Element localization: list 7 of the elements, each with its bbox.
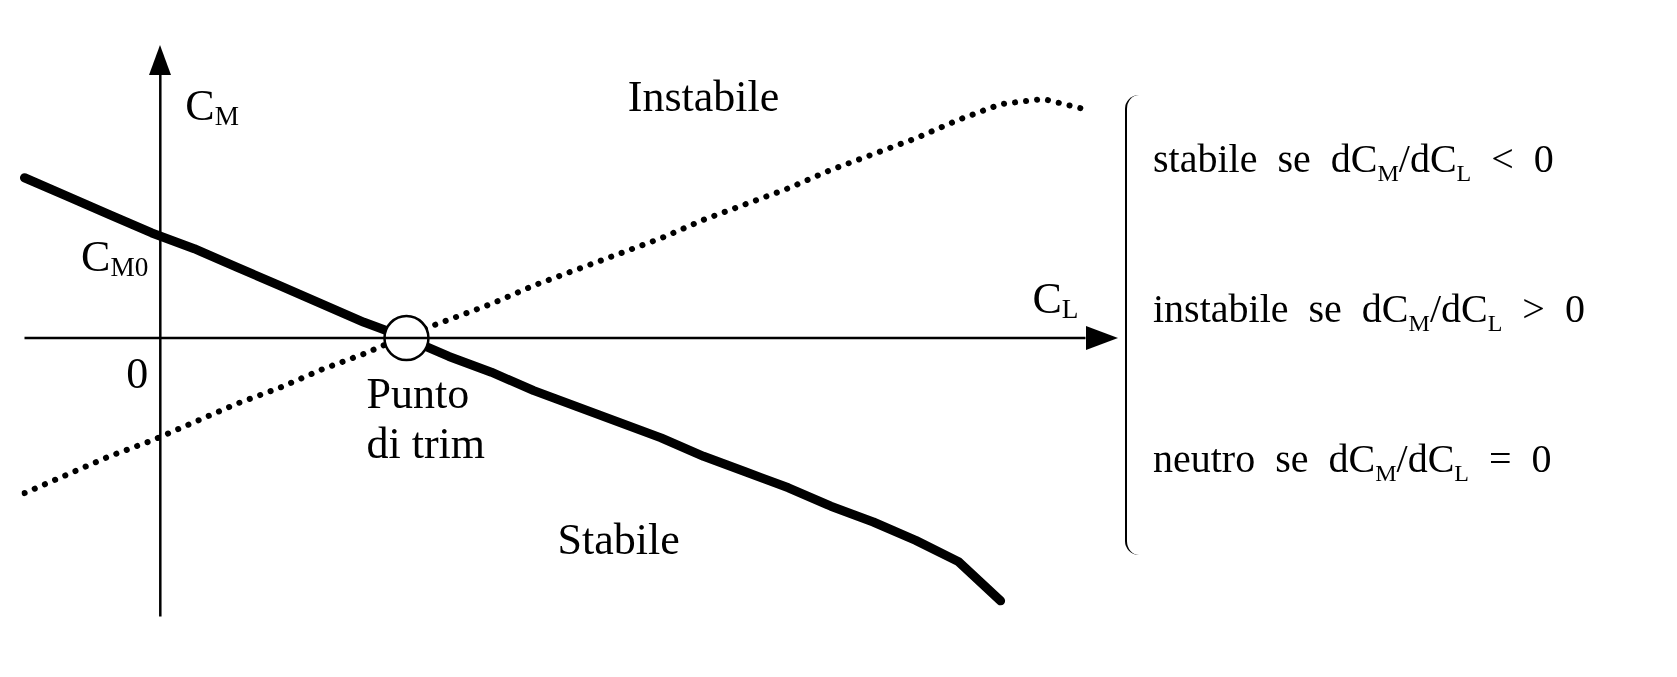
annotation: 0 <box>126 349 149 399</box>
annotation: Punto di trim <box>366 369 486 469</box>
series-label: Stabile <box>557 514 680 564</box>
text: neutro se dC$_{M}$/dC$_{L}$ = 0 <box>1153 435 1552 487</box>
text: stabile se dC$_{M}$/dC$_{L}$ < 0 <box>1153 135 1554 187</box>
text: instabile se dC$_{M}$/dC$_{L}$ > 0 <box>1153 285 1585 337</box>
series-label: Instabile <box>627 72 780 122</box>
